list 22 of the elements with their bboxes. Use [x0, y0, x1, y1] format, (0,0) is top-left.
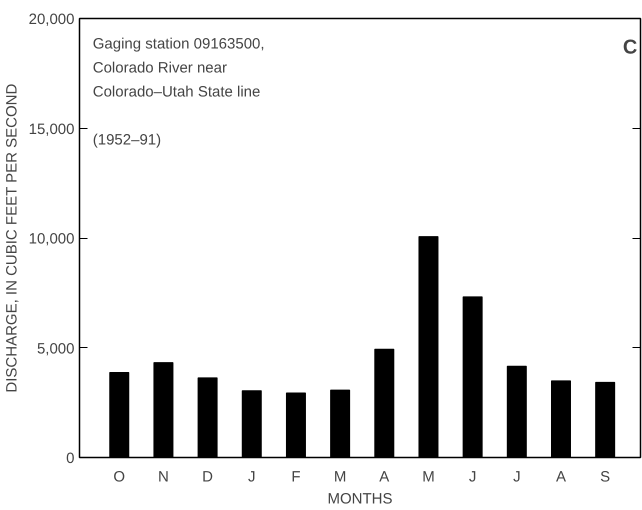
y-tick-label: 0: [66, 450, 74, 467]
x-tick-label: J: [468, 468, 476, 486]
x-tick-label: F: [291, 468, 301, 486]
y-tick-label: 10,000: [28, 230, 75, 248]
y-tick-label: 20,000: [28, 11, 75, 28]
x-tick-label: O: [113, 468, 126, 486]
annotation: Gaging station 09163500, Colorado River near Colorado–Utah State line: [92, 36, 265, 100]
x-tick-label: J: [248, 468, 256, 486]
x-tick-label: A: [556, 468, 566, 486]
annotation: C: [622, 36, 638, 58]
x-tick-label: J: [513, 468, 521, 486]
x-tick-label: M: [334, 468, 346, 486]
x-tick-label: D: [202, 468, 214, 486]
x-axis-title: MONTHS: [328, 490, 392, 508]
x-tick-label: M: [422, 468, 435, 486]
y-tick-label: 5,000: [36, 340, 75, 358]
x-tick-label: S: [600, 468, 610, 486]
y-axis-title: DISCHARGE, IN CUBIC FEET PER SECOND: [4, 84, 21, 393]
annotation: (1952–91): [92, 132, 162, 148]
x-tick-label: A: [379, 468, 390, 486]
x-tick-label: N: [158, 468, 169, 486]
y-tick-label: 15,000: [28, 120, 75, 138]
